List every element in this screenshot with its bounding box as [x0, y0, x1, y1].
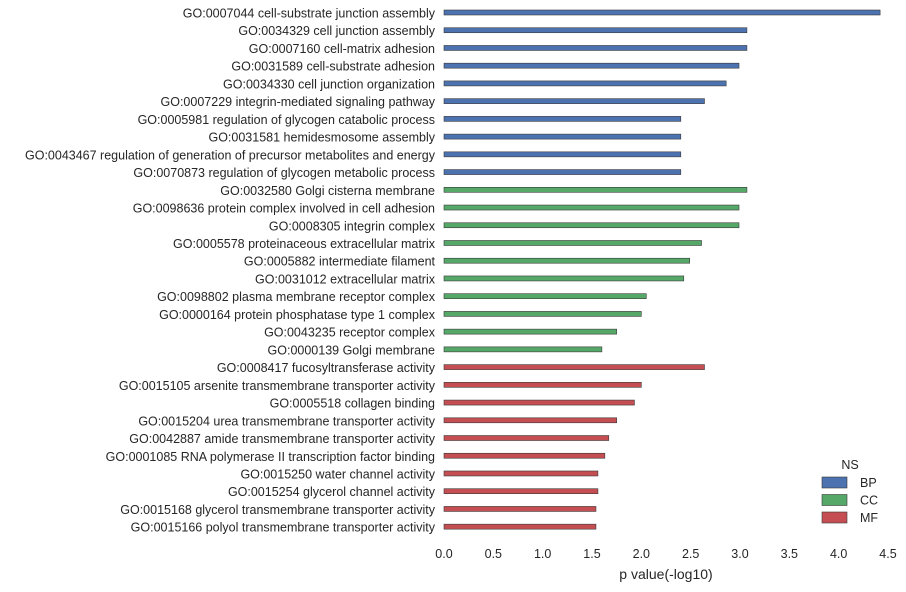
- bar-bp: [443, 116, 682, 122]
- bars-layer: [443, 9, 881, 530]
- bar-cc: [443, 293, 647, 299]
- category-label: GO:0015250 water channel activity: [240, 467, 435, 481]
- x-axis-label: p value(-log10): [619, 566, 712, 582]
- category-label: GO:0015254 glycerol channel activity: [228, 485, 436, 499]
- x-tick-label: 0.0: [435, 547, 452, 561]
- bar-bp: [443, 80, 727, 87]
- bar-mf: [443, 417, 617, 424]
- bar-bp: [443, 169, 682, 175]
- category-label: GO:0031589 cell-substrate adhesion: [231, 60, 435, 74]
- x-tick-label: 4.5: [879, 547, 896, 561]
- legend-label-bp: BP: [860, 476, 877, 490]
- legend-swatch-bp: [821, 476, 848, 489]
- category-label: GO:0000164 protein phosphatase type 1 co…: [159, 308, 436, 322]
- legend-title: NS: [841, 458, 858, 472]
- x-tick-label: 3.0: [731, 547, 748, 561]
- bar-mf: [443, 364, 705, 370]
- category-label: GO:0070873 regulation of glycogen metabo…: [133, 166, 435, 180]
- category-label: GO:0098636 protein complex involved in c…: [133, 202, 435, 216]
- category-label: GO:0007044 cell-substrate junction assem…: [183, 7, 436, 21]
- category-label: GO:0005518 collagen binding: [270, 397, 435, 411]
- category-label: GO:0007229 integrin-mediated signaling p…: [161, 95, 436, 109]
- x-tick-label: 2.5: [682, 547, 699, 561]
- bar-bp: [443, 151, 682, 158]
- bar-bp: [443, 133, 682, 140]
- category-label: GO:0001085 RNA polymerase II transcripti…: [106, 450, 435, 464]
- bar-cc: [443, 275, 685, 282]
- x-tick-label: 0.5: [485, 547, 502, 561]
- bar-bp: [443, 98, 705, 104]
- legend-swatch-mf: [821, 511, 848, 524]
- category-label: GO:0032580 Golgi cisterna membrane: [220, 184, 435, 198]
- bar-bp: [443, 62, 740, 69]
- category-label: GO:0043467 regulation of generation of p…: [25, 148, 436, 162]
- bar-mf: [443, 452, 606, 459]
- x-tick-label: 4.0: [830, 547, 847, 561]
- legend-swatch-cc: [821, 494, 848, 506]
- bar-cc: [443, 311, 642, 317]
- category-label: GO:0031581 hemidesmosome assembly: [208, 131, 435, 145]
- category-label: GO:0007160 cell-matrix adhesion: [249, 42, 435, 56]
- category-label: GO:0034330 cell junction organization: [223, 77, 435, 91]
- bar-bp: [443, 45, 748, 51]
- x-tick-label: 1.0: [534, 547, 551, 561]
- legend-label-mf: MF: [860, 511, 878, 525]
- category-labels: GO:0007044 cell-substrate junction assem…: [25, 7, 436, 535]
- bar-mf: [443, 523, 597, 530]
- category-label: GO:0043235 receptor complex: [264, 326, 436, 340]
- bar-mf: [443, 382, 642, 388]
- bar-mf: [443, 399, 635, 406]
- category-label: GO:0031012 extracellular matrix: [255, 272, 436, 286]
- category-label: GO:0015168 glycerol transmembrane transp…: [120, 503, 435, 517]
- bar-cc: [443, 222, 740, 229]
- bar-cc: [443, 257, 690, 264]
- bar-mf: [443, 435, 610, 441]
- category-label: GO:0008305 integrin complex: [269, 219, 436, 233]
- category-label: GO:0008417 fucosyltransferase activity: [217, 361, 436, 375]
- category-label: GO:0005882 intermediate filament: [244, 255, 436, 269]
- x-tick-label: 2.0: [633, 547, 650, 561]
- category-label: GO:0034329 cell junction assembly: [238, 24, 435, 38]
- category-label: GO:0005981 regulation of glycogen catabo…: [138, 113, 435, 127]
- category-label: GO:0000139 Golgi membrane: [268, 343, 436, 357]
- x-axis-ticks: 0.0 0.5 1.0 1.5 2.0 2.5 3.0 3.5 4.0 4.5: [435, 547, 896, 561]
- bar-bp: [443, 27, 748, 34]
- bar-cc: [443, 187, 748, 193]
- x-tick-label: 1.5: [583, 547, 600, 561]
- bar-cc: [443, 346, 603, 353]
- bar-bp: [443, 9, 881, 16]
- category-label: GO:0015105 arsenite transmembrane transp…: [119, 379, 436, 393]
- category-label: GO:0005578 proteinaceous extracellular m…: [173, 237, 436, 251]
- category-label: GO:0015204 urea transmembrane transporte…: [138, 414, 435, 428]
- category-label: GO:0015166 polyol transmembrane transpor…: [131, 521, 436, 535]
- legend-label-cc: CC: [860, 494, 878, 508]
- x-tick-label: 3.5: [781, 547, 798, 561]
- bar-mf: [443, 488, 599, 495]
- legend: NS BP CC MF: [821, 458, 878, 525]
- bar-mf: [443, 506, 597, 512]
- bar-mf: [443, 470, 599, 477]
- category-label: GO:0098802 plasma membrane receptor comp…: [157, 290, 436, 304]
- bar-cc: [443, 328, 617, 335]
- bar-cc: [443, 240, 702, 246]
- category-label: GO:0042887 amide transmembrane transport…: [129, 432, 435, 446]
- bar-cc: [443, 204, 740, 211]
